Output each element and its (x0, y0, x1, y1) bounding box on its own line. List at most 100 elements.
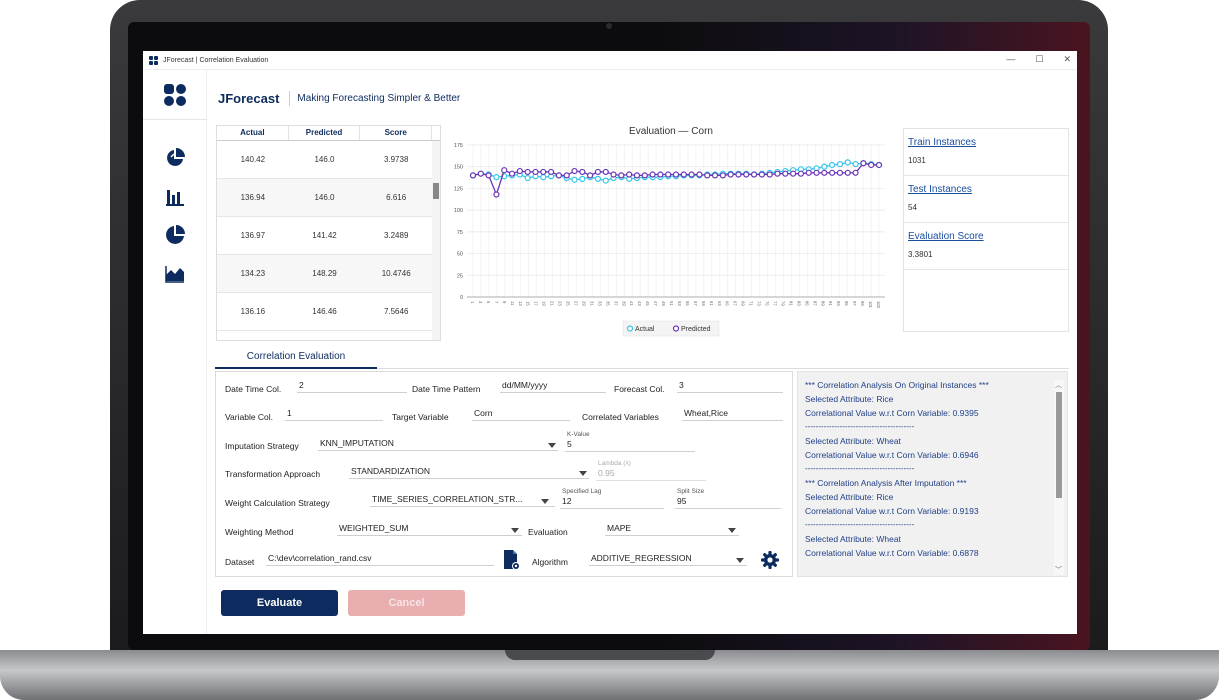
weight-calculation-strategy-select[interactable]: TIME_SERIES_CORRELATION_STR... (370, 494, 555, 507)
file-open-icon[interactable] (503, 549, 521, 571)
area-chart-icon[interactable] (165, 263, 185, 283)
x-tick-label: 11 (510, 301, 515, 306)
y-tick-label: 0 (460, 295, 463, 301)
split-size-input[interactable]: 95 (675, 496, 781, 509)
close-button[interactable]: ✕ (1063, 54, 1071, 64)
minimize-button[interactable]: — (1006, 54, 1016, 64)
donut-chart-icon[interactable] (165, 225, 185, 245)
x-tick-label: 55 (685, 301, 690, 306)
data-point-predicted (727, 171, 734, 178)
scrollbar-thumb[interactable] (433, 183, 439, 199)
table-scrollbar[interactable] (432, 141, 440, 340)
chevron-down-icon[interactable] (511, 528, 519, 533)
transformation-approach-select[interactable]: STANDARDIZATION (349, 466, 589, 479)
gear-icon[interactable] (761, 551, 779, 569)
forecast-col-input[interactable]: 3 (677, 380, 783, 393)
evaluation-score-label[interactable]: Evaluation Score (908, 231, 984, 242)
data-point-predicted (508, 170, 516, 177)
specified-lag-input[interactable]: 12 (560, 496, 664, 509)
pie-chart-icon[interactable] (165, 148, 185, 168)
table-row[interactable]: 136.16 146.46 7.5646 (217, 293, 440, 331)
x-tick-label: 75 (765, 301, 770, 306)
maximize-button[interactable]: ☐ (1035, 54, 1044, 64)
y-tick-label: 125 (454, 186, 463, 192)
algorithm-select[interactable]: ADDITIVE_REGRESSION (589, 553, 747, 566)
log-scrollbar[interactable]: ︿ ﹀ (1054, 380, 1064, 575)
evaluate-button[interactable]: Evaluate (221, 590, 338, 616)
cell-predicted: 146.0 (314, 155, 335, 164)
y-tick-label: 100 (454, 208, 463, 214)
chevron-down-icon[interactable] (579, 471, 587, 476)
x-tick-label: 33 (597, 301, 602, 306)
date-time-col-label: Date Time Col. (225, 384, 282, 394)
target-variable-input[interactable]: Corn (472, 408, 570, 421)
cell-actual: 136.94 (240, 193, 266, 202)
test-instances-label[interactable]: Test Instances (908, 184, 972, 195)
log-line: Correlational Value w.r.t Corn Variable:… (805, 450, 979, 460)
chevron-down-icon[interactable] (736, 558, 744, 563)
data-point-predicted (540, 168, 547, 176)
chevron-down-icon[interactable] (728, 528, 736, 533)
table-row[interactable]: 140.42 146.0 3.9738 (217, 141, 440, 179)
table-row[interactable]: 136.94 146.0 6.616 (217, 179, 440, 217)
cell-score: 3.2489 (383, 231, 409, 240)
chevron-down-icon[interactable] (541, 499, 549, 504)
weight-calculation-strategy-label: Weight Calculation Strategy (225, 498, 330, 508)
chevron-down-icon[interactable] (548, 443, 556, 448)
log-line: Selected Attribute: Rice (805, 492, 894, 502)
x-tick-label: 97 (852, 301, 857, 306)
train-instances-label[interactable]: Train Instances (908, 137, 976, 148)
y-tick-label: 75 (457, 230, 463, 236)
correlated-variables-label: Correlated Variables (582, 412, 659, 422)
data-point-predicted (594, 168, 602, 176)
x-tick-label: 47 (653, 301, 658, 306)
x-tick-label: 93 (836, 301, 841, 306)
table-row[interactable]: 136.97 141.42 3.2489 (217, 217, 440, 255)
window-title: JForecast | Correlation Evaluation (163, 56, 269, 64)
correlation-log: *** Correlation Analysis On Original Ins… (797, 371, 1068, 577)
data-point-predicted (790, 170, 797, 177)
x-tick-label: 45 (645, 301, 650, 306)
cell-actual: 134.23 (240, 269, 266, 278)
x-tick-label: 101 (868, 301, 873, 309)
log-line: ----------------------------------------… (805, 464, 915, 473)
tagline: Making Forecasting Simpler & Better (297, 93, 461, 104)
evaluation-select[interactable]: MAPE (605, 523, 739, 536)
logo-icon[interactable] (164, 84, 186, 106)
scrollbar-thumb[interactable] (1056, 392, 1062, 498)
data-point-predicted (719, 172, 726, 179)
date-time-pattern-input[interactable]: dd/MM/yyyy (500, 380, 606, 393)
chevron-up-icon[interactable]: ︿ (1055, 382, 1062, 389)
chevron-down-icon[interactable]: ﹀ (1055, 567, 1062, 574)
k-value-input[interactable]: 5 (565, 439, 695, 452)
date-time-col-input[interactable]: 2 (297, 380, 407, 393)
chart-title: Evaluation — Corn (629, 126, 713, 137)
weighting-method-select[interactable]: WEIGHTED_SUM (337, 523, 522, 536)
dataset-input[interactable]: C:\dev\correlation_rand.csv (266, 553, 494, 566)
train-instances-block: Train Instances 1031 (904, 129, 1068, 176)
sidebar (143, 70, 207, 634)
correlated-variables-input[interactable]: Wheat,Rice (682, 408, 783, 421)
column-header-score[interactable]: Score (360, 126, 433, 140)
x-tick-label: 35 (605, 301, 610, 306)
table-row[interactable]: 134.23 148.29 10.4746 (217, 255, 440, 293)
lambda-input[interactable]: 0.95 (596, 468, 706, 481)
x-tick-label: 53 (677, 301, 682, 306)
imputation-strategy-select[interactable]: KNN_IMPUTATION (318, 438, 558, 451)
cancel-button[interactable]: Cancel (348, 590, 465, 616)
log-line: Correlational Value w.r.t Corn Variable:… (805, 408, 979, 418)
data-point-actual (579, 175, 586, 182)
column-header-predicted[interactable]: Predicted (289, 126, 361, 140)
x-tick-label: 81 (788, 301, 793, 306)
log-lines: *** Correlation Analysis On Original Ins… (798, 372, 1067, 560)
cell-score: 7.5646 (383, 307, 409, 316)
data-point-predicted (618, 172, 625, 179)
variable-col-input[interactable]: 1 (285, 408, 383, 421)
cell-actual: 136.97 (240, 231, 266, 240)
x-tick-label: 37 (613, 301, 618, 306)
tab-correlation-evaluation[interactable]: Correlation Evaluation (215, 347, 377, 369)
column-header-actual[interactable]: Actual (217, 126, 289, 140)
split-size-label: Split Size (677, 488, 705, 495)
bar-chart-icon[interactable] (165, 187, 185, 207)
data-point-actual (524, 174, 531, 182)
